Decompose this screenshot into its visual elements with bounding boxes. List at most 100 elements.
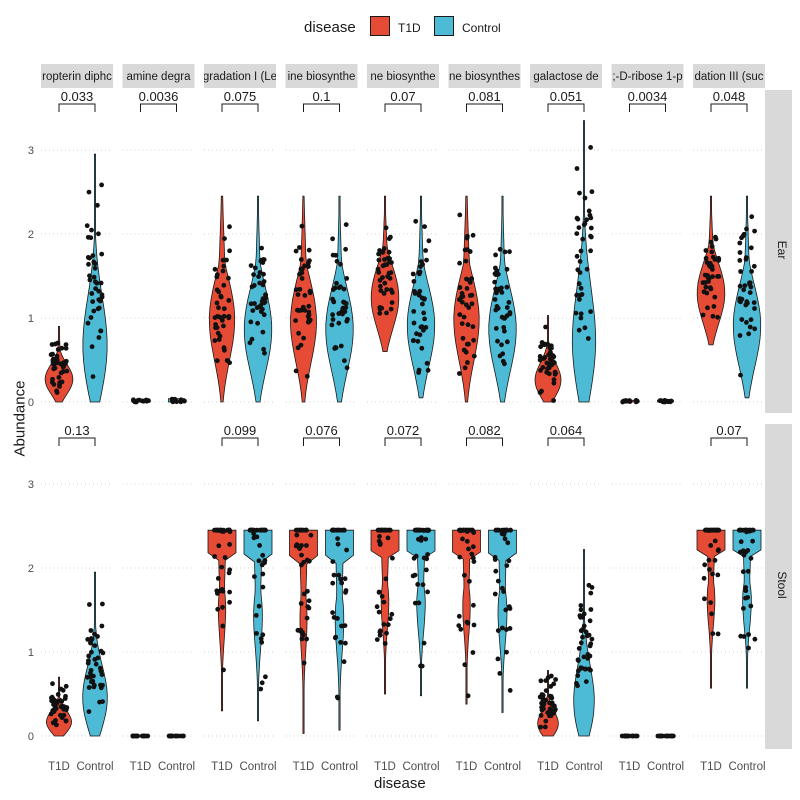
violin-t1d bbox=[370, 195, 400, 352]
data-point bbox=[416, 270, 422, 275]
data-point bbox=[57, 381, 62, 387]
data-point bbox=[703, 248, 709, 253]
data-point bbox=[540, 692, 546, 698]
data-point bbox=[58, 712, 63, 718]
data-point bbox=[306, 303, 312, 309]
data-point bbox=[579, 292, 585, 297]
data-point bbox=[578, 285, 584, 291]
data-point bbox=[260, 552, 266, 558]
data-point bbox=[495, 527, 500, 533]
x-tick-label: T1D bbox=[456, 761, 478, 773]
data-point bbox=[100, 650, 106, 656]
data-point bbox=[707, 567, 712, 572]
data-point bbox=[507, 688, 513, 693]
data-point bbox=[421, 555, 427, 561]
data-point bbox=[86, 685, 92, 690]
data-point bbox=[374, 637, 380, 642]
significance-bracket bbox=[629, 103, 666, 112]
p-value-label: 0.0036 bbox=[139, 89, 179, 104]
facet-label: ne biosynthes bbox=[449, 71, 520, 83]
p-value-label: 0.081 bbox=[468, 89, 501, 104]
data-point bbox=[63, 718, 69, 724]
data-point bbox=[493, 286, 498, 292]
data-point bbox=[383, 225, 389, 231]
legend-key-t1d bbox=[370, 16, 390, 36]
data-point bbox=[457, 527, 463, 533]
y-tick-label: 1 bbox=[28, 313, 34, 325]
panel: 0.0036 bbox=[122, 89, 195, 405]
data-point bbox=[589, 585, 595, 590]
data-point bbox=[540, 698, 546, 703]
data-point bbox=[55, 692, 61, 697]
data-point bbox=[376, 270, 382, 275]
data-point bbox=[345, 316, 350, 322]
data-point bbox=[222, 555, 228, 560]
data-point bbox=[703, 255, 709, 261]
data-point bbox=[215, 576, 221, 581]
data-point bbox=[423, 248, 428, 253]
data-point bbox=[669, 733, 674, 739]
data-point bbox=[667, 399, 673, 405]
data-point bbox=[705, 305, 710, 311]
data-point bbox=[90, 253, 96, 258]
data-point bbox=[573, 310, 579, 316]
data-point bbox=[305, 604, 311, 610]
data-point bbox=[548, 707, 554, 713]
data-point bbox=[87, 602, 92, 607]
data-point bbox=[551, 377, 557, 382]
data-point bbox=[709, 249, 715, 255]
panel: 0.082 bbox=[448, 423, 521, 737]
data-point bbox=[299, 270, 305, 276]
data-point bbox=[574, 166, 580, 171]
significance-bracket bbox=[710, 437, 748, 446]
data-point bbox=[224, 358, 230, 363]
data-point bbox=[338, 640, 343, 645]
data-point bbox=[578, 640, 584, 646]
data-point bbox=[260, 571, 266, 577]
data-point bbox=[249, 336, 255, 342]
data-point bbox=[738, 372, 743, 378]
data-point bbox=[752, 228, 757, 234]
data-point bbox=[412, 600, 418, 606]
data-point bbox=[331, 299, 336, 304]
facet-strip: ropterin diphc bbox=[41, 64, 113, 88]
data-point bbox=[574, 231, 580, 237]
data-point bbox=[414, 331, 419, 337]
data-point bbox=[581, 654, 587, 660]
data-point bbox=[261, 312, 267, 318]
data-point bbox=[388, 270, 394, 276]
data-point bbox=[575, 673, 581, 678]
data-point bbox=[420, 582, 426, 588]
data-point bbox=[212, 554, 218, 559]
data-point bbox=[456, 613, 462, 619]
data-point bbox=[495, 628, 501, 633]
facet-strip-bg bbox=[530, 64, 602, 88]
data-point bbox=[91, 274, 97, 280]
panel: 0.07 bbox=[693, 423, 765, 737]
data-point bbox=[457, 312, 463, 317]
x-tick-label: T1D bbox=[619, 761, 641, 773]
data-point bbox=[413, 553, 419, 559]
data-point bbox=[214, 287, 220, 293]
data-point bbox=[546, 352, 552, 358]
data-point bbox=[581, 623, 587, 629]
data-point bbox=[297, 286, 303, 292]
data-point bbox=[301, 660, 307, 666]
data-point bbox=[299, 266, 305, 272]
data-point bbox=[56, 375, 62, 380]
data-point bbox=[258, 258, 264, 264]
data-point bbox=[708, 543, 714, 548]
data-point bbox=[247, 340, 253, 346]
data-point bbox=[251, 272, 256, 277]
data-point bbox=[741, 634, 747, 639]
data-point bbox=[415, 582, 421, 587]
data-point bbox=[250, 308, 256, 313]
data-point bbox=[344, 276, 350, 281]
facet-strip: ine biosynthe bbox=[285, 64, 358, 88]
data-point bbox=[745, 595, 750, 600]
data-point bbox=[507, 626, 513, 631]
data-point bbox=[492, 557, 498, 562]
data-point bbox=[588, 233, 593, 239]
violin-t1d bbox=[696, 529, 726, 689]
data-point bbox=[711, 304, 717, 309]
